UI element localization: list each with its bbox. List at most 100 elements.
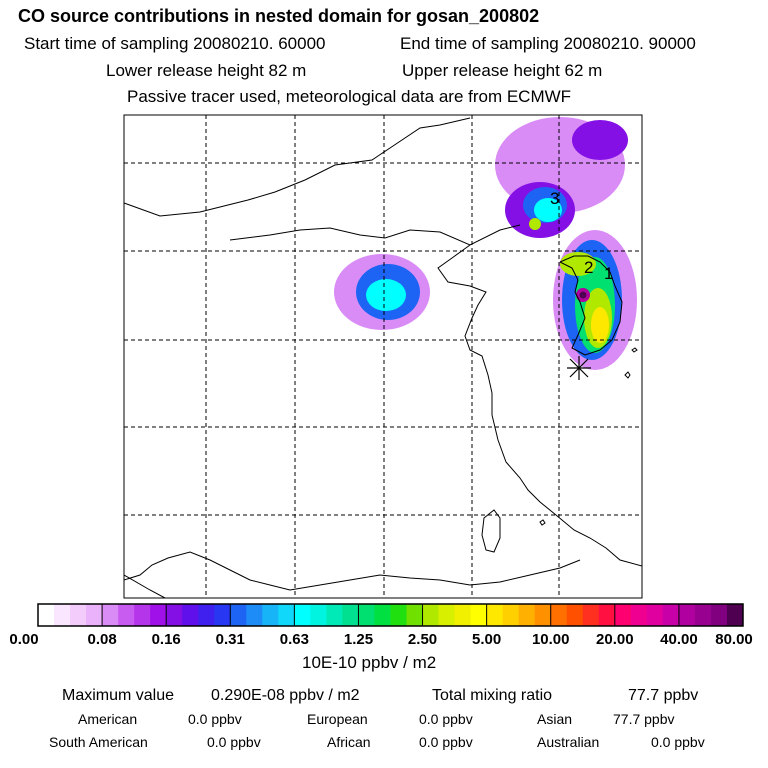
colorbar-cell [198,604,215,626]
end-time-label: End time of sampling 20080210. 90000 [400,34,696,53]
colorbar-cell [662,604,680,626]
colorbar-cell [230,604,247,626]
colorbar-cell [726,604,744,626]
total-mixing-value: 77.7 ppbv [628,687,699,704]
region-american-value: 0.0 ppbv [188,711,242,727]
plume-korea-peak [579,291,587,299]
colorbar-tick-label: 0.63 [279,631,309,648]
coastline-south-china [124,551,581,591]
start-time-label: Start time of sampling 20080210. 60000 [24,34,326,53]
colorbar-cell [422,604,440,626]
coastline-bohai [437,244,642,567]
colorbar-cell [518,604,536,626]
colorbar-cell [278,604,295,626]
colorbar-tick-label: 40.00 [660,631,698,648]
plume-inland-core [366,279,406,311]
colorbar-cell [246,604,263,626]
region-european-value: 0.0 ppbv [419,711,473,727]
colorbar-units: 10E-10 ppbv / m2 [302,653,437,672]
region-australian-value: 0.0 ppbv [651,734,705,750]
island-2 [624,371,631,379]
region-european-name: European [307,711,368,727]
region-south-american-name: South American [49,734,148,750]
receptor-marker [567,356,591,380]
colorbar-cell [390,604,408,626]
colorbar-cell [614,604,632,626]
colorbar-cell [454,604,472,626]
colorbar-cell [598,604,616,626]
colorbar-tick-label: 0.00 [9,631,39,648]
region-african-name: African [327,734,371,750]
colorbar-cell [134,604,151,626]
map-frame [123,114,643,599]
coastline-korea [559,255,623,356]
region-african-value: 0.0 ppbv [419,734,473,750]
colorbar-cell [70,604,87,626]
plume-layer [258,115,642,370]
colorbar-cell [262,604,279,626]
marker-1: 1 [604,264,613,283]
chart-title: CO source contributions in nested domain… [18,6,540,26]
colorbar-tick-label: 1.25 [343,631,374,648]
colorbar-cell [694,604,712,626]
colorbar-cell [342,604,359,626]
colorbar-cell [118,604,135,626]
region-south-american-value: 0.0 ppbv [207,734,261,750]
colorbar-cell [38,604,55,626]
colorbar-cell [150,604,167,626]
colorbar-tick-label: 10.00 [531,631,570,648]
colorbar-cell [86,604,103,626]
colorbar-cell [486,604,504,626]
colorbar-tick-label: 0.08 [87,631,117,648]
colorbar-tick-label: 0.31 [215,631,245,648]
max-value-label: Maximum value [62,687,175,704]
colorbar-cell [214,604,231,626]
marker-2: 2 [584,258,593,277]
colorbar-cell [294,604,311,626]
colorbar-cell [102,604,119,626]
colorbar-cell [358,604,375,626]
colorbar-tick-label: 20.00 [596,631,634,648]
colorbar-cell [534,604,552,626]
colorbar-tick-label: 80.00 [715,631,753,648]
colorbar-cell [406,604,424,626]
lower-release-label: Lower release height 82 m [106,61,307,80]
colorbar-cell [550,604,568,626]
region-australian-name: Australian [537,734,600,750]
marker-3: 3 [550,189,559,208]
colorbar-cell [710,604,728,626]
total-mixing-label: Total mixing ratio [432,687,553,704]
colorbar-cell [310,604,327,626]
region-asian-name: Asian [537,711,573,727]
tracer-note: Passive tracer used, meteorological data… [127,87,572,106]
colorbar-frame [37,603,744,627]
plume-ne-top [572,120,628,160]
colorbar [37,603,744,627]
colorbar-tick-label: 0.16 [151,631,181,648]
upper-release-label: Upper release height 62 m [402,61,603,80]
colorbar-cell [630,604,648,626]
colorbar-cell [54,604,71,626]
coastlines [124,117,642,598]
colorbar-cell [374,604,391,626]
plume-west-faint [258,231,278,241]
colorbar-cell [326,604,343,626]
colorbar-cell [646,604,664,626]
coastline-border [124,574,166,598]
region-asian-value: 77.7 ppbv [613,711,675,727]
plume-ne-core [529,218,541,230]
colorbar-tick-label: 2.50 [407,631,438,648]
plume-west-faint [312,258,332,282]
max-value: 0.290E-08 ppbv / m2 [211,687,360,704]
plume-korea-high [591,307,609,343]
colorbar-cell [182,604,199,626]
grid-lines [124,115,642,598]
colorbar-cell [470,604,488,626]
plume-ne-inner [534,198,562,222]
coastline-inner [229,224,521,246]
colorbar-cell [678,604,696,626]
colorbar-cell [502,604,520,626]
colorbar-cell [582,604,600,626]
island-1 [539,519,546,526]
